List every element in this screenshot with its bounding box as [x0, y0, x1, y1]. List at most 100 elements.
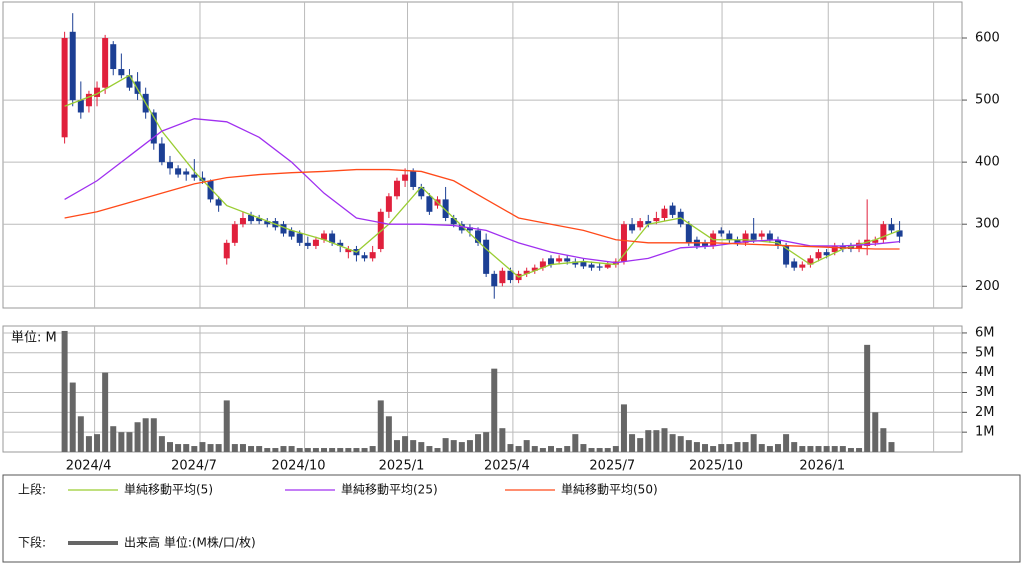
- volume-bar: [61, 330, 68, 452]
- candle-body: [669, 205, 676, 215]
- candle-body: [215, 199, 222, 206]
- candle-body: [783, 245, 790, 265]
- candle-body: [588, 264, 595, 268]
- candle-body: [102, 38, 109, 88]
- volume-bar: [207, 444, 214, 452]
- candle-body: [94, 87, 101, 97]
- volume-bar: [94, 434, 101, 452]
- volume-bar: [288, 446, 295, 452]
- volume-bar: [669, 434, 676, 452]
- candle-body: [385, 196, 392, 212]
- candle-body: [548, 258, 554, 265]
- volume-bar: [856, 448, 863, 452]
- candle-body: [499, 270, 506, 284]
- volume-bar: [402, 436, 409, 452]
- candle-body: [61, 38, 68, 138]
- legend-upper-label: 上段:: [18, 482, 46, 497]
- volume-bar: [548, 446, 554, 452]
- volume-bar: [831, 446, 838, 452]
- volume-bar: [329, 448, 336, 452]
- candle-body: [799, 264, 806, 268]
- volume-bar: [264, 448, 271, 452]
- volume-bar: [774, 444, 781, 452]
- candle-body: [896, 230, 903, 237]
- volume-bar: [256, 446, 263, 452]
- candle-body: [369, 252, 376, 259]
- volume-bar: [458, 442, 465, 452]
- volume-bar: [702, 444, 709, 452]
- volume-bar: [345, 448, 352, 452]
- y-tick-label: 2M: [975, 405, 995, 420]
- candle-body: [426, 196, 433, 212]
- candle-body: [150, 112, 157, 144]
- volume-bar: [426, 446, 433, 452]
- candle-body: [726, 233, 733, 240]
- volume-bar: [766, 446, 773, 452]
- volume-bar: [734, 442, 741, 452]
- volume-bar: [629, 434, 636, 452]
- candle-body: [539, 261, 546, 268]
- legend-entry: 出来高 単位:(M株/口/枚): [124, 535, 256, 550]
- candle-body: [256, 218, 263, 222]
- candle-body: [231, 224, 238, 243]
- x-tick-label: 2024/7: [171, 459, 217, 474]
- legend-entry: 単純移動平均(25): [341, 483, 438, 497]
- candle-body: [620, 224, 627, 262]
- candle-body: [604, 264, 611, 268]
- candle-body: [645, 221, 652, 225]
- candle-body: [734, 239, 741, 243]
- plot-area: [2, 325, 963, 453]
- volume-bar: [142, 418, 149, 452]
- candle-body: [264, 221, 271, 225]
- volume-bar: [491, 368, 498, 452]
- candle-body: [239, 218, 246, 225]
- volume-bar: [742, 442, 749, 452]
- volume-bar: [304, 448, 311, 452]
- candle-body: [337, 242, 344, 246]
- moving-average-line: [64, 74, 900, 278]
- candle-body: [207, 180, 214, 200]
- volume-bar: [596, 448, 603, 452]
- volume-bar: [807, 446, 814, 452]
- candle-body: [831, 245, 838, 253]
- candle-body: [361, 255, 368, 259]
- volume-bar: [693, 442, 700, 452]
- candle-body: [637, 221, 644, 228]
- volume-bar: [645, 430, 652, 452]
- volume-bar: [475, 434, 482, 452]
- volume-bar: [231, 444, 238, 452]
- volume-bar: [580, 444, 587, 452]
- candle-body: [118, 69, 125, 76]
- candle-body: [280, 224, 287, 234]
- volume-bar: [783, 434, 790, 452]
- volume-bar: [661, 428, 668, 452]
- candle-body: [183, 171, 190, 175]
- candle-body: [702, 242, 709, 246]
- volume-bar: [296, 448, 303, 452]
- volume-bar: [572, 434, 579, 452]
- volume-bar: [637, 438, 644, 452]
- volume-bar: [150, 418, 157, 452]
- y-tick-label: 4M: [975, 365, 995, 380]
- legend-lower-label: 下段:: [18, 535, 46, 550]
- candle-body: [475, 230, 482, 243]
- x-tick-label: 2025/1: [379, 459, 425, 474]
- candle-body: [312, 239, 319, 246]
- volume-bar: [880, 428, 887, 452]
- volume-bar: [620, 404, 627, 452]
- volume-bar: [191, 446, 198, 452]
- candle-body: [807, 258, 814, 265]
- volume-unit-label: 単位: M: [11, 330, 57, 346]
- candle-body: [580, 261, 587, 267]
- candle-body: [888, 224, 895, 231]
- volume-bar: [653, 430, 660, 452]
- candle-body: [304, 242, 311, 246]
- volume-bar: [523, 440, 530, 452]
- volume-bar: [272, 448, 279, 452]
- volume-bar: [102, 372, 109, 452]
- volume-bar: [126, 432, 133, 452]
- y-tick-label: 3M: [975, 385, 995, 400]
- candle-body: [321, 233, 328, 240]
- candle-body: [491, 273, 498, 287]
